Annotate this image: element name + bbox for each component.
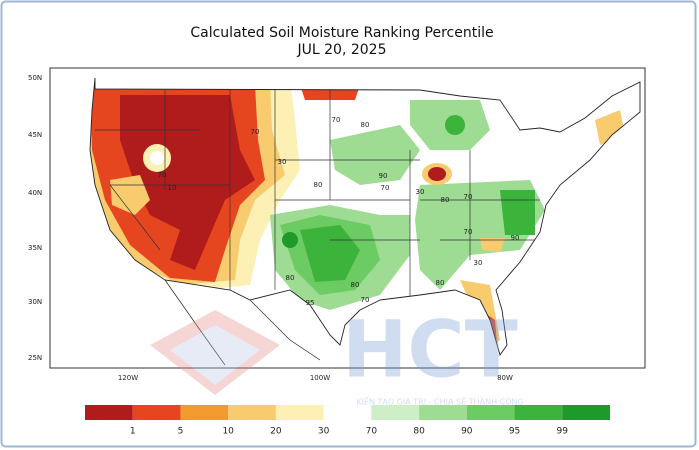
legend-swatch [228, 405, 276, 420]
contour-label: 70 [464, 193, 473, 201]
legend-label: 30 [318, 427, 330, 437]
us-outline [89, 77, 641, 357]
contour-label: 30 [474, 259, 483, 267]
legend-label: 10 [222, 427, 234, 437]
longitude-label: 120W [118, 374, 138, 382]
latitude-label: 45N [28, 131, 42, 139]
us-map [90, 78, 640, 355]
legend-swatch [419, 405, 467, 420]
legend-label: 90 [461, 427, 473, 437]
legend-label: 95 [509, 427, 520, 437]
legend-label: 70 [366, 427, 378, 437]
contour-label: 30 [278, 158, 287, 166]
latitude-label: 30N [28, 298, 42, 306]
latitude-label: 50N [28, 74, 42, 82]
watermark: HCT KIẾN TẠO GIÁ TRỊ - CHIA SẺ THÀNH CÔN… [150, 305, 524, 408]
legend-swatch [371, 405, 420, 420]
longitude-label: 80W [497, 374, 513, 382]
contour-label: 80 [436, 279, 445, 287]
legend-swatch [323, 405, 372, 420]
mexico-outline [164, 279, 321, 366]
contour-label: 80 [361, 121, 370, 129]
legend-label: 99 [557, 427, 569, 437]
legend-swatch [180, 405, 229, 420]
legend-swatch [514, 405, 563, 420]
contour-label: 90 [511, 234, 520, 242]
watermark-slogan: KIẾN TẠO GIÁ TRỊ - CHIA SẺ THÀNH CÔNG [356, 396, 523, 408]
contour-label: 80 [441, 196, 450, 204]
legend-swatch [562, 405, 610, 420]
latitude-label: 40N [28, 189, 42, 197]
latitude-label: 35N [28, 244, 42, 252]
contour-label: 90 [379, 172, 388, 180]
legend-swatch [132, 405, 181, 420]
contour-label: 95 [306, 299, 315, 307]
legend-label: 1 [130, 427, 136, 437]
longitude-label: 100W [310, 374, 330, 382]
title: Calculated Soil Moisture Ranking Percent… [190, 25, 493, 41]
legend-label: 5 [178, 427, 184, 437]
legend-swatch [275, 405, 324, 420]
contour-label: 70 [381, 184, 390, 192]
contour-label: 30 [416, 188, 425, 196]
legend-swatch [466, 405, 515, 420]
contour-label: 70 [464, 228, 473, 236]
contour-label: 70 [332, 116, 341, 124]
contour-label: 10 [168, 184, 177, 192]
contour-label: 80 [286, 274, 295, 282]
legend-swatch [85, 405, 133, 420]
legend-label: 80 [413, 427, 425, 437]
contour-label: 70 [158, 171, 167, 179]
watermark-logo: HCT [342, 305, 518, 395]
contour-label: 80 [351, 281, 360, 289]
subtitle: JUL 20, 2025 [297, 42, 387, 58]
contour-label: 70 [251, 128, 260, 136]
legend-label: 20 [270, 427, 282, 437]
contour-label: 70 [361, 296, 370, 304]
contour-label: 80 [314, 181, 323, 189]
latitude-label: 25N [28, 354, 42, 362]
